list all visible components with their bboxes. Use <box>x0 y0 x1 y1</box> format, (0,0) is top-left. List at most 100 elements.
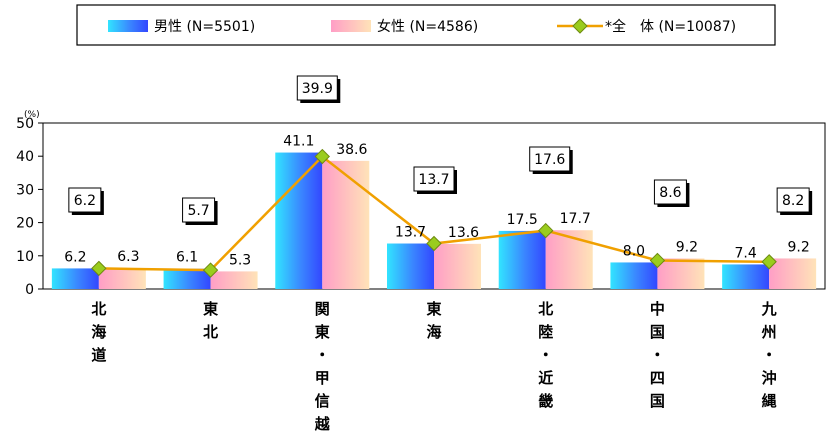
male-value-label: 41.1 <box>283 134 314 150</box>
x-category-char: 東 <box>426 300 441 318</box>
x-category-char: 海 <box>426 323 441 341</box>
x-category-label: 関東・甲信越 <box>314 300 331 433</box>
female-value-label: 6.3 <box>117 249 139 265</box>
total-value-box: 8.2 <box>776 187 813 215</box>
y-tick-label: 40 <box>16 149 34 165</box>
legend-item-male: 男性 (N=5501) <box>108 19 255 35</box>
total-marker <box>538 222 554 239</box>
x-category-label: 中国・四国 <box>650 300 665 410</box>
bar-male <box>163 268 211 289</box>
x-category-char: 信 <box>315 392 330 410</box>
total-marker <box>761 254 777 270</box>
x-category-char: 北 <box>91 300 106 318</box>
y-axis-unit: (%) <box>24 110 40 120</box>
female-value-label: 38.6 <box>336 142 367 158</box>
total-marker <box>314 148 330 165</box>
total-value-label: 13.7 <box>418 172 449 188</box>
male-value-label: 6.1 <box>176 250 198 266</box>
bar-female <box>769 258 817 289</box>
male-value-label: 17.5 <box>507 212 538 228</box>
y-tick-label: 0 <box>25 282 34 298</box>
x-category-char: 陸 <box>538 323 553 341</box>
legend-label-female: 女性 (N=4586) <box>377 18 478 35</box>
female-value-label: 13.6 <box>448 225 479 241</box>
total-value-frame <box>296 75 338 101</box>
x-category-char: 海 <box>91 323 106 341</box>
x-category-char: 四 <box>650 369 665 387</box>
bar-male <box>275 152 323 289</box>
x-category-char: 関 <box>315 300 330 318</box>
total-value-box: 5.7 <box>182 197 218 225</box>
y-tick-label: 20 <box>16 216 34 232</box>
x-category-char: 畿 <box>538 392 553 410</box>
legend-label-total: *全 体 (N=10087) <box>605 18 736 35</box>
total-marker <box>649 252 666 269</box>
bar-female <box>210 271 258 289</box>
y-tick-label: 10 <box>16 249 34 265</box>
x-category-label: 東北 <box>203 300 218 341</box>
x-category-char: 近 <box>538 369 553 387</box>
total-value-frame <box>776 187 810 213</box>
x-category-char: 北 <box>203 323 218 341</box>
x-category-char: 国 <box>650 392 665 410</box>
y-tick-label: 50 <box>16 116 34 132</box>
total-value-label: 39.9 <box>302 81 333 97</box>
male-value-label: 13.7 <box>395 225 426 241</box>
y-tick-label: 30 <box>16 182 34 198</box>
female-value-label: 5.3 <box>229 252 251 268</box>
bar-male <box>610 262 658 289</box>
bar-male <box>498 230 546 289</box>
x-category-char: ・ <box>762 346 777 364</box>
legend-marker-total <box>572 18 588 34</box>
bar-female <box>434 243 481 289</box>
total-value-box: 8.6 <box>653 179 690 207</box>
total-value-box: 6.2 <box>68 187 104 215</box>
total-value-box: 17.6 <box>529 146 573 174</box>
bar-female <box>98 268 146 289</box>
total-marker <box>91 260 107 277</box>
bar-male <box>722 264 770 289</box>
total-value-frame <box>413 166 455 192</box>
legend <box>76 4 776 46</box>
legend-swatch-female <box>331 20 371 32</box>
bar-male <box>387 243 434 289</box>
legend-label-male: 男性 (N=5501) <box>154 19 255 35</box>
female-value-label: 9.2 <box>788 239 810 255</box>
legend-swatch-male <box>108 20 148 32</box>
x-category-char: 東 <box>315 323 330 341</box>
female-value-label: 9.2 <box>676 239 698 255</box>
x-category-char: 沖 <box>762 369 777 387</box>
total-value-frame <box>68 187 102 213</box>
male-value-label: 7.4 <box>735 245 757 261</box>
total-value-frame <box>182 197 216 223</box>
total-value-box: 39.9 <box>296 75 341 103</box>
total-value-label: 17.6 <box>534 152 565 168</box>
x-category-label: 九州・沖縄 <box>761 300 777 410</box>
legend-item-female: 女性 (N=4586) <box>331 18 478 35</box>
total-value-frame <box>529 146 571 172</box>
x-category-char: 九 <box>761 300 777 318</box>
total-value-box: 13.7 <box>413 166 457 194</box>
male-value-label: 6.2 <box>64 249 86 265</box>
total-marker <box>426 235 442 252</box>
x-category-char: 中 <box>650 300 665 318</box>
x-category-char: 北 <box>538 300 553 318</box>
x-category-label: 北陸・近畿 <box>538 300 553 410</box>
bar-female <box>322 160 370 289</box>
legend-item-total: *全 体 (N=10087) <box>557 18 736 35</box>
x-category-char: 東 <box>203 300 218 318</box>
bar-female <box>657 258 705 289</box>
total-value-label: 8.6 <box>659 185 681 201</box>
x-category-char: ・ <box>650 346 665 364</box>
total-value-label: 6.2 <box>74 193 96 209</box>
x-category-char: 縄 <box>762 392 777 410</box>
x-category-label: 東海 <box>426 300 441 341</box>
x-category-char: ・ <box>315 346 330 364</box>
bar-male <box>51 268 99 289</box>
total-value-label: 8.2 <box>782 193 804 209</box>
male-value-label: 8.0 <box>623 243 645 259</box>
x-category-label: 北海道 <box>91 300 106 364</box>
x-category-char: 州 <box>761 323 777 341</box>
total-value-label: 5.7 <box>187 203 209 219</box>
